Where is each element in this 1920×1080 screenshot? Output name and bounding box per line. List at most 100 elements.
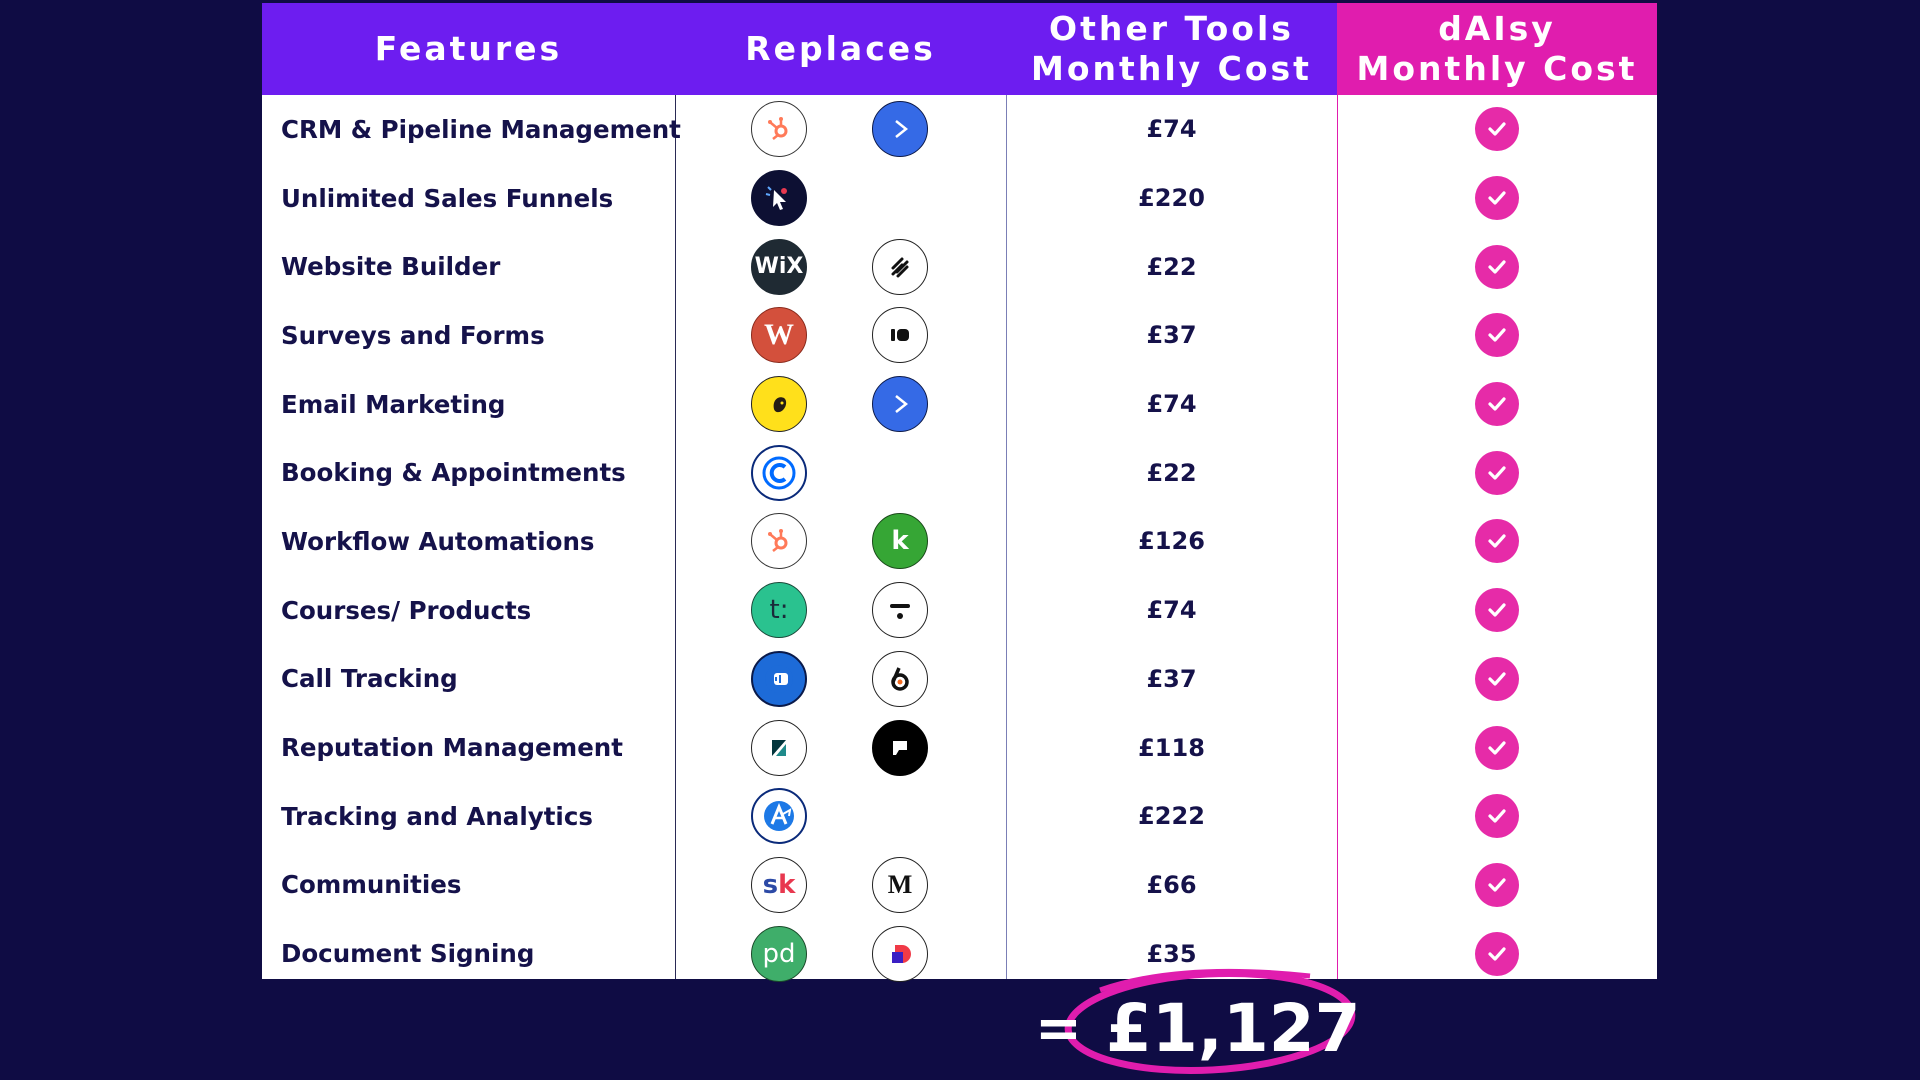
callrail-icon bbox=[751, 650, 807, 707]
feature-label: Reputation Management bbox=[281, 733, 623, 763]
keap-icon: k bbox=[872, 513, 928, 570]
calendly-icon bbox=[751, 444, 807, 501]
header-replaces: Replaces bbox=[675, 3, 1006, 95]
other-tools-cost: £35 bbox=[1146, 939, 1197, 968]
other-tools-cost: £118 bbox=[1138, 733, 1205, 762]
thinkific-icon bbox=[872, 582, 928, 639]
check-icon bbox=[1475, 313, 1519, 358]
feature-label: Email Marketing bbox=[281, 389, 506, 419]
feature-label: Tracking and Analytics bbox=[281, 801, 593, 831]
check-mark bbox=[1488, 946, 1506, 961]
header-daisy-cost: dAIsy Monthly Cost bbox=[1337, 3, 1657, 95]
other-tools-cost: £74 bbox=[1146, 596, 1197, 625]
feature-label: Communities bbox=[281, 870, 462, 900]
check-icon bbox=[1475, 244, 1519, 289]
feature-label: Surveys and Forms bbox=[281, 320, 545, 350]
check-icon bbox=[1475, 794, 1519, 839]
feature-label: Courses/ Products bbox=[281, 595, 532, 625]
check-icon bbox=[1475, 450, 1519, 495]
activecampaign-icon bbox=[872, 101, 928, 158]
check-mark bbox=[1488, 466, 1506, 480]
zendesk-icon bbox=[751, 719, 807, 776]
other-tools-cost: £126 bbox=[1138, 527, 1205, 556]
other-tools-cost: £66 bbox=[1146, 870, 1197, 899]
mighty-networks-icon: M bbox=[872, 856, 928, 913]
check-mark bbox=[1488, 328, 1506, 343]
table-row: Surveys and Forms W £37 bbox=[262, 301, 1657, 370]
squarespace-icon bbox=[872, 238, 928, 295]
table-row: Unlimited Sales Funnels £220 bbox=[262, 164, 1657, 233]
other-tools-cost: £22 bbox=[1146, 252, 1197, 281]
divider bbox=[1337, 95, 1338, 979]
header-features: Features bbox=[262, 3, 675, 95]
teachable-icon: t: bbox=[751, 582, 807, 639]
other-tools-cost: £37 bbox=[1146, 321, 1197, 350]
check-mark bbox=[1488, 122, 1506, 136]
hubspot-icon bbox=[751, 513, 807, 570]
other-tools-cost: £74 bbox=[1146, 390, 1197, 419]
check-icon bbox=[1475, 176, 1519, 221]
check-mark bbox=[1488, 397, 1506, 411]
table-row: Communities s k M £66 bbox=[262, 851, 1657, 920]
table-row: Reputation Management £118 bbox=[262, 713, 1657, 782]
check-icon bbox=[1475, 656, 1519, 701]
check-mark bbox=[1488, 672, 1506, 686]
total-cost: = £1,127 bbox=[1035, 982, 1361, 1074]
check-icon bbox=[1475, 107, 1519, 152]
comparison-table: Features Replaces Other Tools Monthly Co… bbox=[262, 3, 1657, 982]
dropbox-sign-icon bbox=[872, 925, 928, 982]
other-tools-cost: £74 bbox=[1146, 115, 1197, 144]
table-row: Tracking and Analytics £222 bbox=[262, 782, 1657, 851]
divider bbox=[675, 95, 676, 979]
other-tools-cost: £22 bbox=[1146, 458, 1197, 487]
table-row: Email Marketing £74 bbox=[262, 370, 1657, 439]
ringba-icon bbox=[872, 650, 928, 707]
other-tools-cost: £220 bbox=[1138, 184, 1205, 213]
feature-label: Website Builder bbox=[281, 252, 501, 282]
check-icon bbox=[1475, 519, 1519, 564]
check-mark bbox=[1488, 534, 1506, 549]
check-mark bbox=[1488, 191, 1506, 205]
feature-label: Booking & Appointments bbox=[281, 458, 626, 488]
table-body: CRM & Pipeline Management £74 Unlimited Sa… bbox=[262, 95, 1657, 988]
hubspot-icon bbox=[751, 101, 807, 158]
check-icon bbox=[1475, 382, 1519, 427]
podium-icon bbox=[872, 719, 928, 776]
table-row: Workflow Automations k £126 bbox=[262, 507, 1657, 576]
activecampaign-icon bbox=[872, 376, 928, 433]
table-row: Booking & Appointments £22 bbox=[262, 438, 1657, 507]
feature-label: CRM & Pipeline Management bbox=[281, 114, 681, 144]
feature-label: Document Signing bbox=[281, 939, 535, 969]
check-mark bbox=[1488, 809, 1506, 823]
clickfunnels-icon bbox=[751, 170, 807, 227]
feature-label: Call Tracking bbox=[281, 664, 458, 694]
divider bbox=[1006, 95, 1007, 979]
feature-label: Workflow Automations bbox=[281, 526, 595, 556]
equals-sign: = bbox=[1035, 995, 1082, 1061]
check-mark bbox=[1488, 740, 1506, 755]
total-amount: £1,127 bbox=[1105, 989, 1361, 1067]
feature-label: Unlimited Sales Funnels bbox=[281, 183, 614, 213]
table-row: Website Builder WiX £22 bbox=[262, 232, 1657, 301]
analytics-icon bbox=[751, 788, 807, 845]
typeform-icon bbox=[872, 307, 928, 364]
check-mark bbox=[1488, 603, 1506, 617]
check-mark bbox=[1488, 878, 1506, 892]
check-icon bbox=[1475, 588, 1519, 633]
table-row: Call Tracking £37 bbox=[262, 645, 1657, 714]
mailchimp-icon bbox=[751, 376, 807, 433]
check-icon bbox=[1475, 862, 1519, 907]
table-row: CRM & Pipeline Management £74 bbox=[262, 95, 1657, 164]
table-row: Document Signing pd £35 bbox=[262, 919, 1657, 988]
wix-icon: WiX bbox=[751, 238, 807, 295]
wufoo-icon: W bbox=[751, 307, 807, 364]
highlight-circle bbox=[1064, 968, 1356, 1075]
other-tools-cost: £37 bbox=[1146, 664, 1197, 693]
pandadoc-icon: pd bbox=[751, 925, 807, 982]
check-mark bbox=[1488, 260, 1506, 274]
header-other-tools-cost: Other Tools Monthly Cost bbox=[1006, 3, 1337, 95]
table-row: Courses/ Products t: £74 bbox=[262, 576, 1657, 645]
check-icon bbox=[1475, 725, 1519, 770]
check-icon bbox=[1475, 931, 1519, 976]
